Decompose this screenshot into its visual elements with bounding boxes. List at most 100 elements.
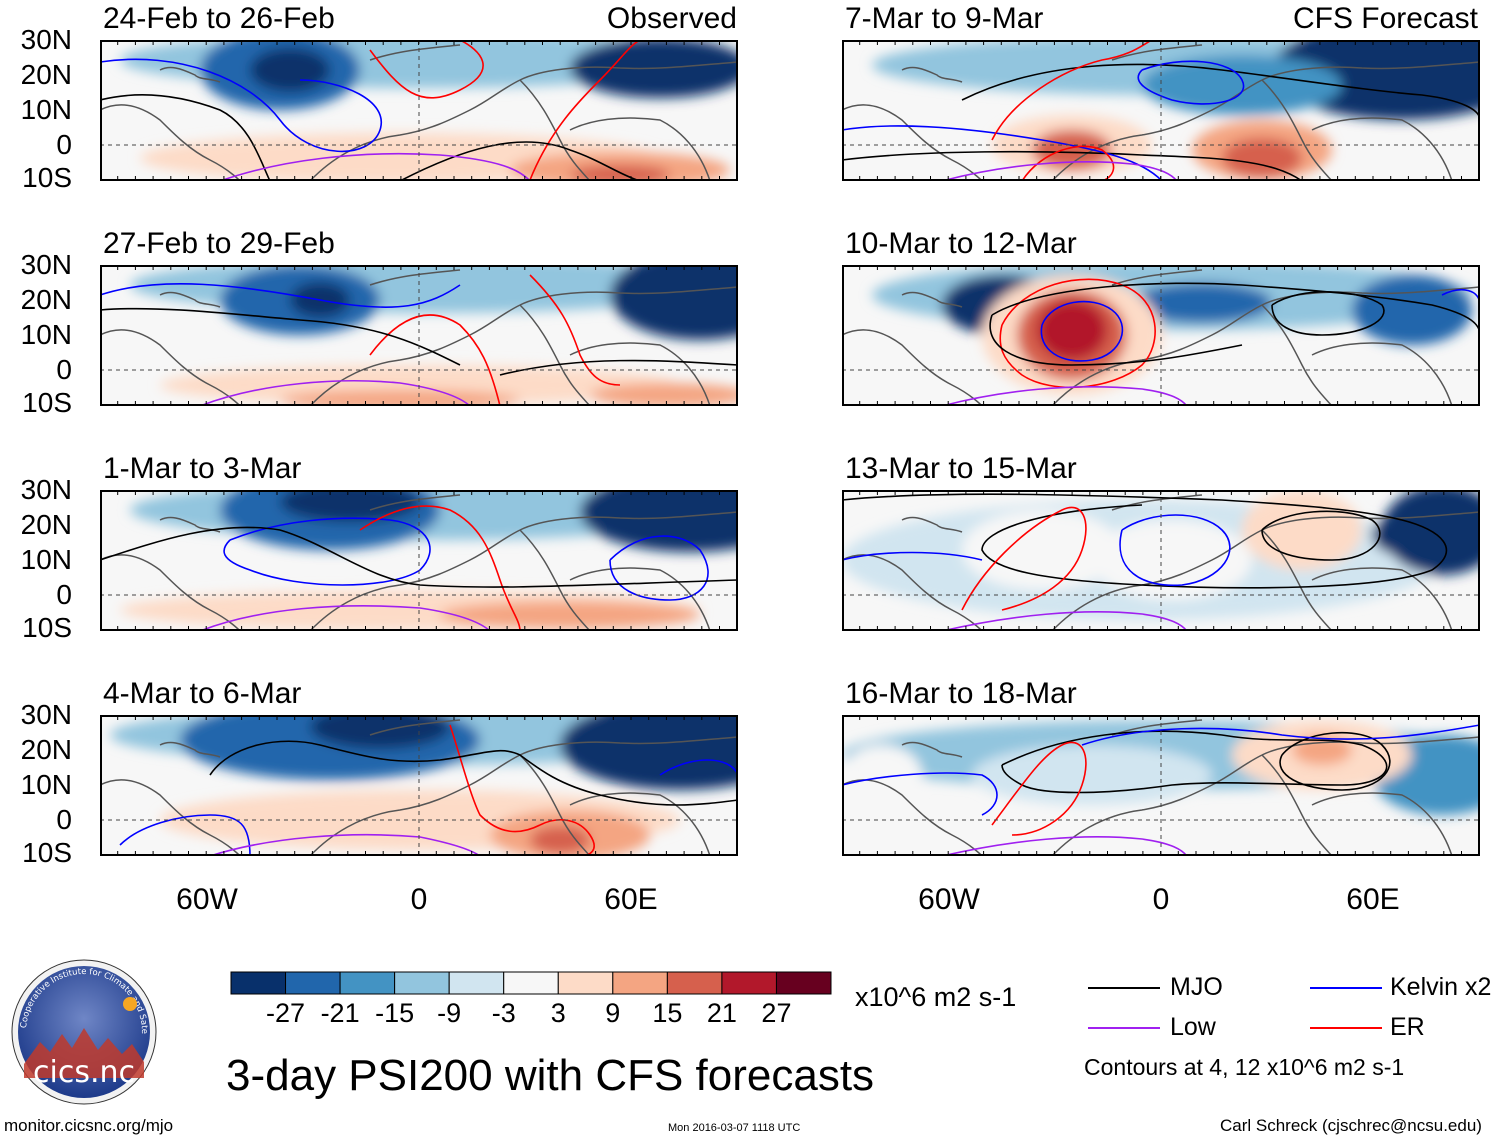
- psi-anomaly-blob: [590, 383, 738, 406]
- coastline: [901, 66, 963, 83]
- wave-contour: [449, 724, 541, 833]
- lon-tick-0: 0: [1152, 883, 1170, 916]
- psi-anomaly-blob: [1092, 520, 1252, 600]
- colorbar-tick-label: 15: [652, 998, 683, 1028]
- coastline: [1311, 342, 1453, 406]
- panel-title-10mar: 10-Mar to 12-Mar: [845, 227, 1077, 260]
- coastline: [1261, 61, 1480, 81]
- wave-contour: [842, 125, 1163, 181]
- colorbar-tick-label: -9: [437, 998, 462, 1028]
- coastline: [569, 342, 711, 406]
- panel-title-27feb: 27-Feb to 29-Feb: [103, 227, 335, 260]
- wave-contour: [941, 161, 1178, 181]
- lat-tick-20n: 20N: [20, 284, 72, 315]
- colorbar-tick-label: 21: [706, 998, 737, 1028]
- coastline: [1051, 754, 1263, 856]
- wave-contour: [609, 535, 709, 601]
- wave-contour: [199, 380, 471, 406]
- wave-contour: [369, 314, 501, 406]
- lat-tick-20n: 20N: [20, 509, 72, 540]
- lat-tick-30n: 30N: [20, 249, 72, 280]
- legend-kelvin-swatch: [1310, 987, 1382, 989]
- coastline: [1261, 511, 1480, 531]
- map-panel-27feb: [100, 265, 738, 406]
- panel-title-1mar: 1-Mar to 3-Mar: [103, 452, 302, 485]
- map-panel-1mar: [100, 490, 738, 631]
- psi-anomaly-blob: [842, 745, 922, 805]
- coastline: [100, 554, 241, 631]
- wave-contour: [941, 386, 1188, 406]
- coastline: [1111, 494, 1203, 511]
- psi-anomaly-blob: [1222, 138, 1302, 178]
- panel-title-16mar: 16-Mar to 18-Mar: [845, 677, 1077, 710]
- colorbar-swatch: [612, 971, 668, 995]
- wave-contour: [1040, 300, 1124, 362]
- lat-tick-30n: 30N: [20, 699, 72, 730]
- wave-contour: [529, 40, 641, 181]
- colorbar-tick-label: -21: [320, 998, 360, 1028]
- wave-contour: [100, 526, 738, 588]
- lat-tick-30n: 30N: [20, 24, 72, 55]
- wave-contour: [399, 141, 641, 181]
- coastline: [159, 741, 221, 758]
- psi-anomaly-blob: [1352, 275, 1472, 345]
- wave-contour: [1001, 730, 1388, 794]
- coastline: [519, 529, 591, 631]
- lon-tick-60w: 60W: [918, 883, 980, 916]
- wave-contour: [659, 759, 738, 776]
- lat-tick-10s: 10S: [22, 612, 72, 643]
- cicsnc-logo: Cooperative Institute for Climate and Sa…: [10, 958, 157, 1105]
- colorbar-swatch: [285, 971, 341, 995]
- colorbar-swatch: [448, 971, 505, 995]
- coastline: [309, 754, 521, 856]
- psi-anomaly-blob: [1242, 490, 1362, 570]
- lat-tick-0: 0: [56, 804, 72, 835]
- coastline: [1261, 529, 1333, 631]
- psi-anomaly-blob: [1037, 300, 1107, 360]
- coastline: [569, 567, 711, 631]
- wave-contour: [1137, 60, 1245, 105]
- psi-anomaly-blob: [1032, 130, 1112, 170]
- map-panel-10mar: [842, 265, 1480, 406]
- lon-tick-0: 0: [410, 883, 428, 916]
- footer-timestamp: Mon 2016-03-07 1118 UTC: [668, 1122, 801, 1134]
- lat-tick-0: 0: [56, 579, 72, 610]
- colorbar-swatch: [339, 971, 396, 995]
- psi-anomaly-blob: [440, 601, 700, 629]
- psi-anomaly-blob: [570, 40, 738, 98]
- coastline: [1051, 79, 1263, 181]
- footer-url: monitor.cicsnc.org/mjo: [4, 1116, 174, 1135]
- colorbar-swatch: [230, 971, 287, 995]
- wave-contour: [369, 40, 484, 99]
- coastline: [1261, 79, 1333, 181]
- wave-contour: [842, 493, 1448, 589]
- colorbar-swatch: [666, 971, 723, 995]
- psi-anomaly-blob: [530, 826, 590, 854]
- wave-contour: [100, 283, 461, 308]
- wave-contour: [999, 278, 1156, 389]
- wave-contour: [842, 551, 983, 561]
- map-panel-7mar: [842, 40, 1480, 181]
- colorbar-swatch: [557, 971, 614, 995]
- contour-note: Contours at 4, 12 x10^6 m2 s-1: [1084, 1054, 1405, 1080]
- coastline: [1261, 754, 1333, 856]
- coastline: [519, 61, 738, 81]
- psi-anomaly-blob: [972, 745, 1212, 805]
- psi-anomaly-blob: [1372, 515, 1432, 555]
- wave-contour: [209, 833, 481, 856]
- wave-contour: [100, 307, 461, 366]
- map-frame: [842, 265, 1480, 406]
- lat-tick-20n: 20N: [20, 734, 72, 765]
- lon-tick-60e: 60E: [604, 883, 658, 916]
- coastline: [1311, 792, 1453, 856]
- wave-contour: [100, 94, 271, 181]
- wave-contour: [199, 605, 491, 631]
- wave-contour: [941, 836, 1188, 856]
- cfs-forecast-label: CFS Forecast: [1292, 2, 1478, 35]
- coastline: [1051, 304, 1263, 406]
- colorbar-tick-label: -27: [266, 998, 306, 1028]
- colorbar-tick-label: 3: [550, 998, 566, 1028]
- wave-contour: [991, 282, 1480, 336]
- coastline: [1111, 269, 1203, 286]
- coastline: [1051, 529, 1263, 631]
